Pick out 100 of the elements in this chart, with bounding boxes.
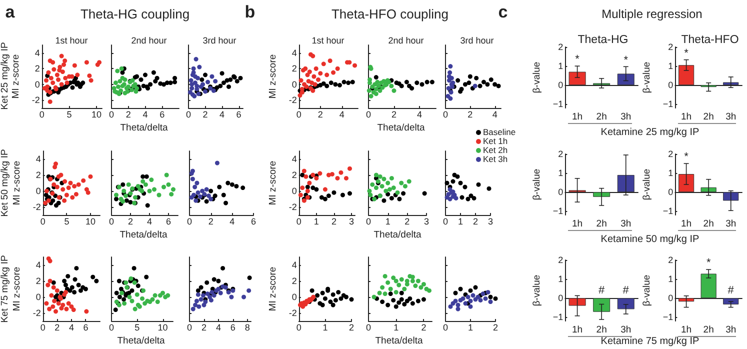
y-tick-label: -2 bbox=[288, 95, 297, 106]
x-tick-label: 3h bbox=[726, 324, 736, 336]
x-tick-label: 3h bbox=[620, 324, 632, 336]
y-tick-label: 2 bbox=[668, 149, 674, 159]
y-axis-title: β-value bbox=[642, 274, 652, 306]
y-tick-label: 2 bbox=[558, 255, 564, 265]
text: a bbox=[5, 2, 15, 22]
y-tick-label: 2 bbox=[292, 170, 297, 180]
x-tick-label: 0 bbox=[186, 110, 192, 120]
x-tick-label: 0 bbox=[366, 110, 372, 120]
x-tick-label: 1 bbox=[394, 322, 399, 332]
text: Ket 50 mg/kg IP bbox=[0, 149, 10, 217]
chart-title: Theta-HG bbox=[578, 34, 628, 46]
y-tick-label: 2 bbox=[292, 276, 297, 286]
y-tick-label: 1 bbox=[558, 168, 564, 178]
y-tick-label: 2 bbox=[668, 42, 674, 52]
x-tick-label: 0 bbox=[186, 322, 192, 332]
chart-title: 1st hour bbox=[312, 36, 344, 46]
x-tick-label: 5 bbox=[66, 110, 72, 120]
y-tick-label: -2 bbox=[32, 95, 40, 106]
y-tick-label: 0 bbox=[292, 79, 297, 90]
y-tick-label: 1 bbox=[558, 274, 564, 284]
x-tick-label: 2 bbox=[468, 110, 473, 120]
x-tick-label: 10 bbox=[92, 110, 102, 120]
x-tick-label: 3h bbox=[726, 218, 736, 230]
y-axis-title: β-value bbox=[642, 168, 652, 200]
x-tick-label: 2 bbox=[331, 216, 336, 226]
y-tick-label: 0 bbox=[36, 292, 41, 302]
x-tick-label: 2 bbox=[391, 110, 396, 120]
x-tick-label: 2h bbox=[703, 324, 714, 336]
annotation: * bbox=[684, 151, 690, 164]
y-tick-label: 0 bbox=[558, 293, 564, 304]
y-axis-title: MI z-score bbox=[268, 160, 278, 206]
x-tick-label: 3 bbox=[488, 216, 494, 226]
x-tick-label: 0 bbox=[442, 110, 448, 120]
x-tick-label: 1 bbox=[314, 216, 319, 226]
x-tick-label: 1h bbox=[572, 112, 583, 122]
y-axis-title: β-value bbox=[532, 62, 542, 94]
y-tick-label: -2 bbox=[288, 308, 297, 318]
x-tick-label: 3 bbox=[424, 216, 430, 226]
chart-title: 3rd hour bbox=[460, 36, 494, 46]
x-axis-title: Theta/delta bbox=[120, 122, 168, 134]
x-axis-title: Theta/delta bbox=[117, 335, 165, 346]
x-tick-label: 3h bbox=[620, 218, 632, 230]
annotation: * bbox=[575, 54, 580, 66]
y-axis-title: β-value bbox=[642, 62, 652, 94]
x-tick-label: 6 bbox=[236, 110, 242, 120]
y-tick-label: 4 bbox=[292, 48, 297, 58]
text: c bbox=[498, 2, 508, 22]
x-tick-label: 2h bbox=[596, 218, 607, 230]
x-tick-label: 2 bbox=[348, 322, 354, 332]
chart-title: 2nd hour bbox=[131, 36, 167, 46]
x-tick-label: 4 bbox=[230, 216, 235, 226]
y-tick-label: 4 bbox=[36, 260, 41, 270]
x-tick-label: 0 bbox=[186, 216, 192, 226]
x-tick-label: 1 bbox=[458, 216, 464, 226]
x-tick-label: 6 bbox=[230, 322, 236, 332]
y-axis-title: MI z-score bbox=[10, 54, 22, 99]
text: b bbox=[244, 2, 256, 22]
x-tick-label: 3 bbox=[348, 216, 354, 226]
y-tick-label: 0 bbox=[558, 187, 564, 198]
x-tick-label: 2 bbox=[201, 322, 206, 332]
x-tick-label: 4 bbox=[492, 110, 498, 120]
chart-title: Theta-HFO bbox=[681, 34, 739, 46]
text: Ketamine 50 mg/kg IP bbox=[600, 234, 700, 245]
x-axis-title: Theta/delta bbox=[120, 229, 168, 240]
y-tick-label: 0 bbox=[292, 186, 297, 196]
x-tick-label: 3h bbox=[726, 112, 736, 122]
x-tick-label: 2h bbox=[703, 112, 714, 122]
x-tick-label: 4 bbox=[142, 110, 148, 120]
y-tick-label: 2 bbox=[558, 149, 564, 159]
x-tick-label: 5 bbox=[64, 216, 70, 226]
y-tick-label: 0 bbox=[558, 80, 564, 90]
y-axis-title: MI z-score bbox=[268, 266, 278, 312]
x-tick-label: 2 bbox=[492, 322, 498, 332]
annotation: # bbox=[622, 284, 630, 297]
y-tick-label: −1 bbox=[552, 312, 564, 322]
y-tick-label: 2 bbox=[668, 255, 674, 265]
text: Multiple regression bbox=[602, 7, 702, 21]
x-tick-label: 4 bbox=[339, 110, 344, 120]
x-tick-label: 1h bbox=[572, 218, 583, 230]
x-tick-label: 2 bbox=[202, 110, 208, 120]
x-tick-label: 0 bbox=[442, 322, 448, 332]
y-tick-label: −1 bbox=[552, 99, 564, 110]
x-axis-title: Theta/delta bbox=[377, 122, 425, 134]
x-tick-label: 0 bbox=[108, 110, 114, 120]
x-tick-label: 1h bbox=[681, 218, 692, 230]
x-tick-label: 1 bbox=[385, 216, 390, 226]
x-tick-label: 4 bbox=[416, 110, 422, 120]
text: Theta-HFO coupling bbox=[331, 6, 449, 22]
legend-label: Ket 1h bbox=[482, 136, 509, 146]
text: Ket 75 mg/kg IP bbox=[0, 255, 10, 323]
x-tick-label: 4 bbox=[216, 322, 221, 332]
y-tick-label: 0 bbox=[292, 292, 297, 302]
annotation: * bbox=[624, 54, 629, 67]
x-tick-label: 2h bbox=[596, 324, 607, 336]
y-tick-label: -2 bbox=[32, 202, 41, 212]
y-tick-label: 4 bbox=[36, 154, 41, 164]
x-tick-label: 2h bbox=[596, 112, 607, 122]
text: Ketamine 75 mg/kg IP bbox=[600, 336, 700, 347]
